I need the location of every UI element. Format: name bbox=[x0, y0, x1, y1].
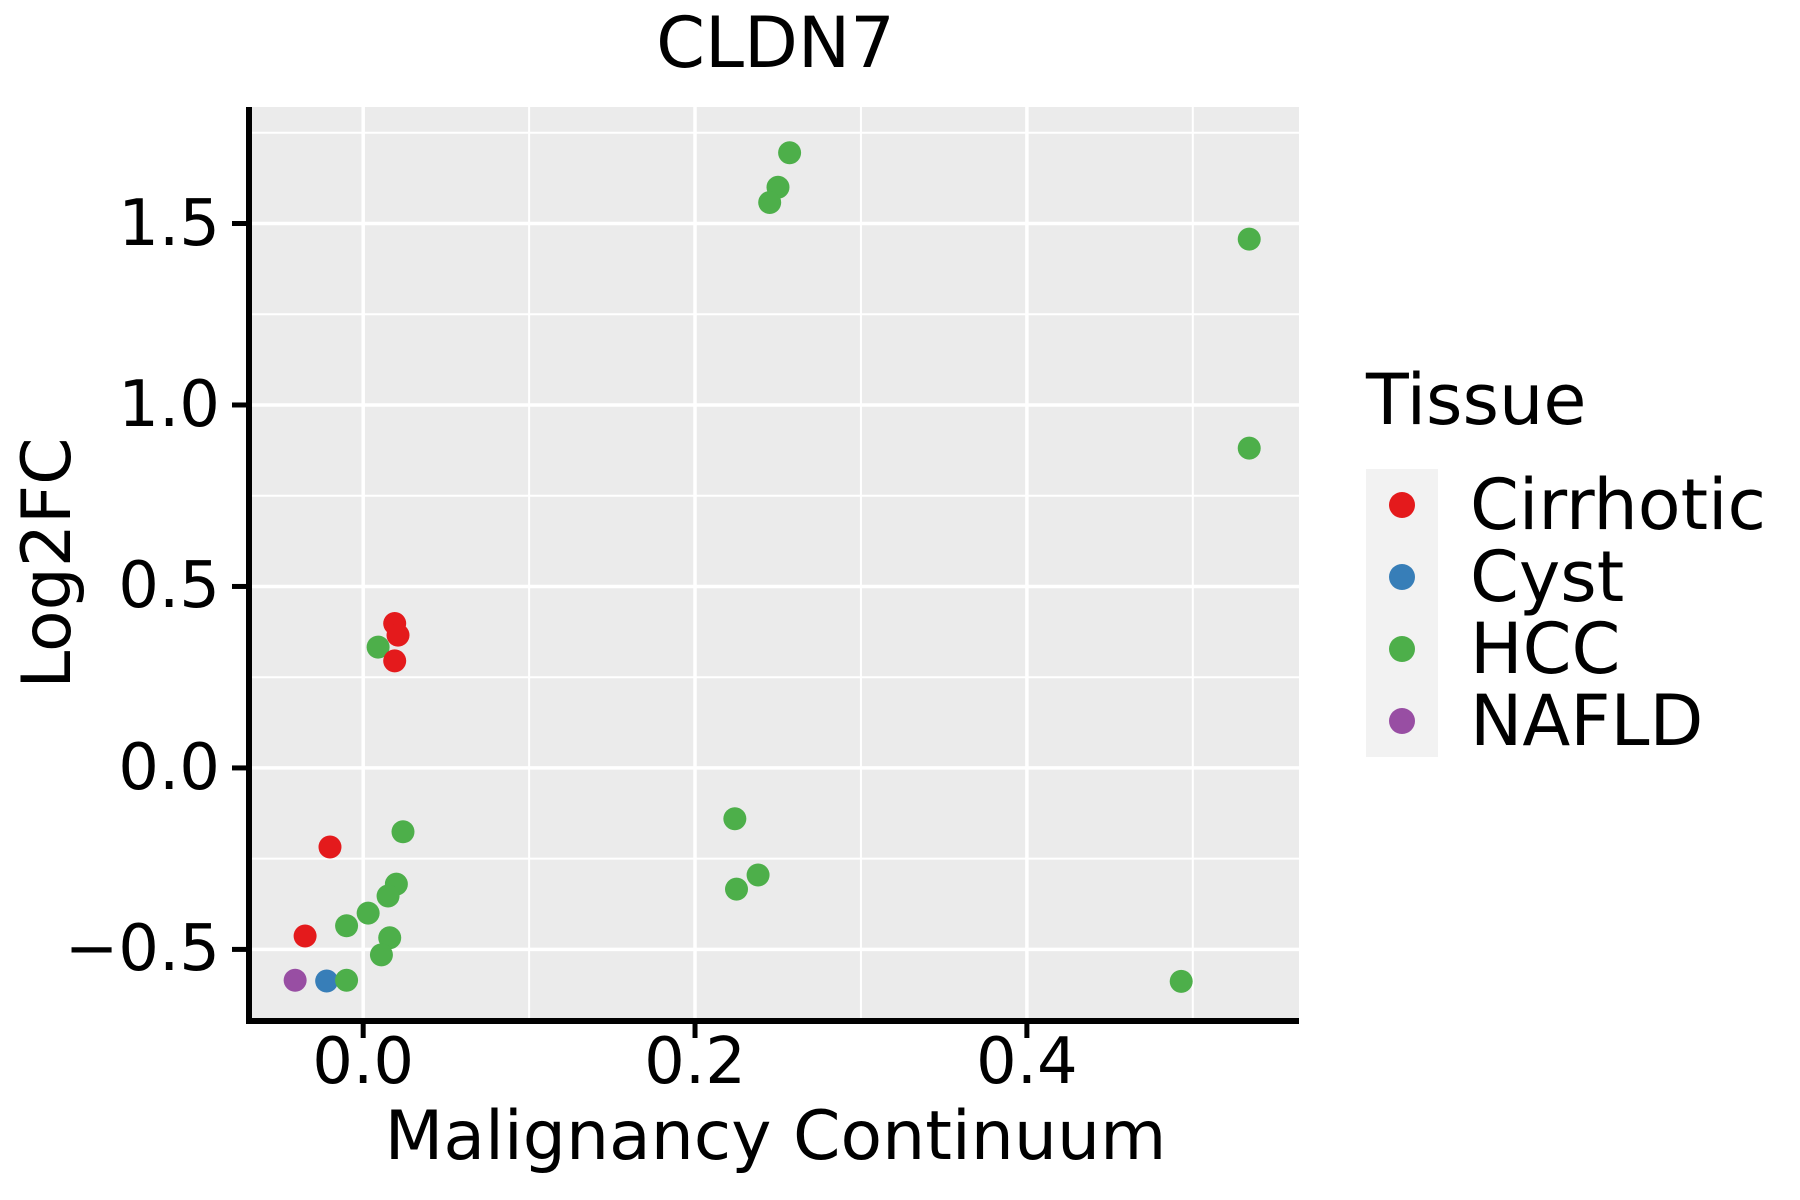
data-point-hcc bbox=[366, 635, 390, 659]
legend-label: Cirrhotic bbox=[1470, 464, 1766, 546]
data-point-hcc bbox=[378, 926, 402, 950]
legend-label: Cyst bbox=[1470, 536, 1625, 618]
legend-items: Cirrhotic Cyst HCC NAFLD bbox=[1366, 469, 1766, 757]
data-point-hcc bbox=[376, 884, 400, 908]
y-tick-mark bbox=[232, 402, 246, 408]
y-tick-label: 1.0 bbox=[118, 367, 220, 442]
legend: Tissue Cirrhotic Cyst HCC NAFLD bbox=[1366, 362, 1766, 757]
legend-item-hcc: HCC bbox=[1366, 613, 1766, 685]
x-axis-spine bbox=[246, 1018, 1299, 1024]
legend-label: HCC bbox=[1470, 608, 1621, 690]
x-tick-mark bbox=[692, 1024, 698, 1038]
y-tick-mark bbox=[232, 221, 246, 227]
y-tick-mark bbox=[232, 765, 246, 771]
x-tick-mark bbox=[360, 1024, 366, 1038]
legend-title: Tissue bbox=[1366, 359, 1587, 441]
y-tick-label: 0.5 bbox=[118, 549, 220, 624]
x-tick-mark bbox=[1024, 1024, 1030, 1038]
legend-key bbox=[1366, 613, 1438, 685]
data-point-hcc bbox=[1169, 969, 1193, 993]
data-point-hcc bbox=[356, 901, 380, 925]
data-point-cirrhotic bbox=[383, 649, 407, 673]
legend-key bbox=[1366, 541, 1438, 613]
cirrhotic-dot-icon bbox=[1389, 492, 1415, 518]
data-point-cirrhotic bbox=[318, 835, 342, 859]
x-axis-title: Malignancy Continuum bbox=[384, 1097, 1167, 1176]
data-point-hcc bbox=[725, 877, 749, 901]
y-axis-spine bbox=[246, 107, 252, 1024]
y-tick-label: 0.0 bbox=[118, 730, 220, 805]
legend-key bbox=[1366, 469, 1438, 541]
data-point-hcc bbox=[335, 914, 359, 938]
y-tick-mark bbox=[232, 946, 246, 952]
legend-item-cyst: Cyst bbox=[1366, 541, 1766, 613]
data-point-cirrhotic bbox=[386, 623, 410, 647]
data-point-hcc bbox=[723, 807, 747, 831]
legend-item-nafld: NAFLD bbox=[1366, 685, 1766, 757]
y-tick-label: −0.5 bbox=[64, 912, 220, 987]
x-tick-label: 0.2 bbox=[644, 1025, 746, 1099]
data-point-hcc bbox=[1237, 436, 1261, 460]
legend-item-cirrhotic: Cirrhotic bbox=[1366, 469, 1766, 541]
data-point-cirrhotic bbox=[293, 924, 317, 948]
x-tick-label: 0.0 bbox=[312, 1025, 415, 1099]
data-point-hcc bbox=[778, 141, 802, 165]
y-tick-mark bbox=[232, 583, 246, 589]
data-point-hcc bbox=[335, 968, 359, 992]
data-point-hcc bbox=[758, 190, 782, 214]
data-point-nafld bbox=[283, 968, 307, 992]
nafld-dot-icon bbox=[1389, 708, 1415, 734]
data-point-hcc bbox=[391, 820, 415, 844]
data-point-cyst bbox=[315, 969, 339, 993]
cyst-dot-icon bbox=[1389, 564, 1415, 590]
legend-label: NAFLD bbox=[1470, 680, 1704, 762]
plot-panel bbox=[252, 107, 1299, 1018]
legend-key bbox=[1366, 685, 1438, 757]
x-tick-label: 0.4 bbox=[975, 1025, 1078, 1099]
data-point-hcc bbox=[369, 943, 393, 967]
y-tick-label: 1.5 bbox=[118, 186, 220, 261]
data-point-hcc bbox=[1237, 227, 1261, 251]
chart-title: CLDN7 bbox=[656, 2, 895, 84]
data-point-hcc bbox=[746, 863, 770, 887]
hcc-dot-icon bbox=[1389, 636, 1415, 662]
